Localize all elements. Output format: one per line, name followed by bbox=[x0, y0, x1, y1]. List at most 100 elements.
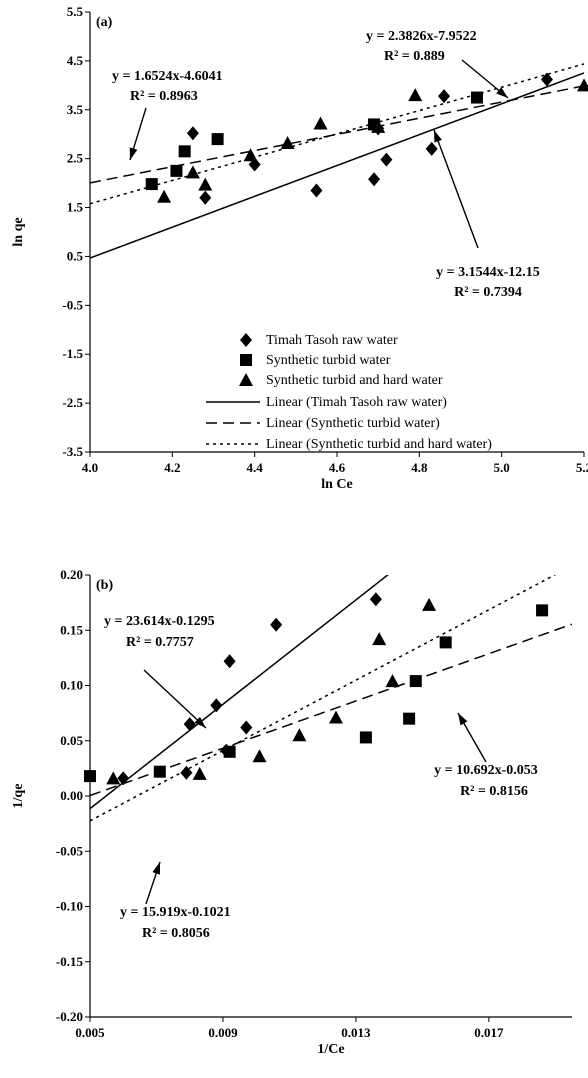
equation-label: y = 23.614x-0.1295 bbox=[104, 614, 215, 629]
annotation-arrow bbox=[143, 669, 207, 729]
data-point-triangle bbox=[280, 136, 295, 150]
data-point-square bbox=[223, 745, 236, 758]
annotation-arrow-head bbox=[152, 862, 160, 875]
equation-label: y = 2.3826x-7.9522 bbox=[366, 29, 477, 44]
trendline-dotted bbox=[90, 63, 584, 205]
data-point-triangle bbox=[408, 88, 423, 102]
r-squared-label: R² = 0.8056 bbox=[142, 926, 210, 941]
x-tick-label: 0.009 bbox=[208, 1025, 238, 1040]
data-point-diamond bbox=[240, 720, 253, 735]
data-point-triangle bbox=[313, 116, 328, 130]
y-tick-label: -0.5 bbox=[62, 297, 83, 312]
data-point-square bbox=[145, 178, 158, 191]
data-point-diamond bbox=[117, 771, 130, 786]
panel-a: 5.5 4.5 3.5 2.5 1.5 0.5 -0.5 -1.5 -2.5 -3.54.0 4.2… bbox=[11, 4, 588, 492]
y-tick-label: -0.10 bbox=[56, 899, 83, 914]
data-point-diamond bbox=[199, 190, 212, 205]
data-point-diamond bbox=[369, 592, 382, 607]
series-triangle bbox=[157, 78, 588, 203]
data-point-triangle bbox=[292, 728, 307, 742]
equation-label: y = 10.692x-0.053 bbox=[434, 763, 538, 778]
x-tick-label: 4.6 bbox=[329, 460, 346, 475]
y-axis-label: ln qe bbox=[11, 217, 26, 246]
data-point-square bbox=[84, 770, 96, 783]
legend-label: Linear (Synthetic turbid water) bbox=[266, 416, 440, 431]
panel-b: 0.20 0.15 0.10 0.05 0.00 -0.05 -0.10 -0.15 -0.20… bbox=[11, 567, 572, 1057]
data-point-triangle bbox=[252, 749, 267, 763]
y-axis-label: 1/qe bbox=[11, 784, 26, 809]
y-tick-label: 2.5 bbox=[67, 151, 84, 166]
trendlines bbox=[90, 63, 584, 259]
legend: Timah Tasoh raw water Synthetic turbid wa… bbox=[206, 333, 492, 452]
data-point-triangle bbox=[185, 165, 200, 179]
y-tick-label: 0.15 bbox=[60, 622, 83, 637]
data-point-triangle bbox=[198, 177, 213, 191]
trendline-dotted bbox=[90, 575, 557, 822]
y-tick-label: -0.05 bbox=[56, 843, 84, 858]
y-tick-label: -0.20 bbox=[56, 1009, 83, 1024]
y-tick-label: -2.5 bbox=[62, 395, 83, 410]
y-tick-label: 1.5 bbox=[67, 200, 84, 215]
y-tick-label: 3.5 bbox=[67, 102, 84, 117]
data-point-triangle bbox=[243, 148, 258, 162]
x-tick-label: 0.013 bbox=[341, 1025, 371, 1040]
x-tick-label: 4.2 bbox=[164, 460, 180, 475]
annotation-arrow-head bbox=[458, 713, 468, 726]
annotation-arrow-head bbox=[194, 716, 206, 728]
y-tick-label: -1.5 bbox=[62, 346, 83, 361]
r-squared-label: R² = 0.7394 bbox=[454, 285, 522, 300]
r-squared-label: R² = 0.7757 bbox=[126, 635, 194, 650]
r-squared-label: R² = 0.889 bbox=[384, 49, 445, 64]
y-tick-label: 4.5 bbox=[67, 53, 84, 68]
data-point-square bbox=[178, 145, 191, 158]
data-point-diamond bbox=[270, 617, 283, 632]
data-point-square bbox=[211, 133, 224, 146]
data-point-square bbox=[153, 765, 166, 778]
data-point-triangle bbox=[157, 189, 172, 203]
data-point-diamond bbox=[380, 152, 393, 167]
series-square bbox=[84, 604, 549, 783]
y-tick-label: 0.00 bbox=[60, 788, 83, 803]
equation-label: y = 15.919x-0.1021 bbox=[120, 905, 231, 920]
y-tick-label: 0.20 bbox=[60, 567, 83, 582]
data-point-diamond bbox=[425, 141, 438, 156]
y-tick-label: -3.5 bbox=[62, 444, 83, 459]
panel-label: (a) bbox=[96, 15, 113, 30]
series-triangle bbox=[106, 597, 437, 785]
x-tick-label: 4.8 bbox=[411, 460, 428, 475]
data-point-diamond bbox=[210, 698, 223, 713]
data-point-triangle bbox=[372, 632, 387, 646]
legend-label: Linear (Synthetic turbid and hard water) bbox=[266, 437, 492, 452]
data-point-square bbox=[409, 675, 422, 688]
annotation-arrow-head bbox=[496, 87, 508, 98]
r-squared-label: R² = 0.8156 bbox=[460, 784, 528, 799]
data-point-square bbox=[359, 731, 372, 744]
panel-label: (b) bbox=[96, 578, 113, 593]
data-point-triangle bbox=[577, 78, 588, 92]
x-tick-label: 0.005 bbox=[75, 1025, 105, 1040]
trendline-dashed bbox=[90, 623, 572, 797]
legend-label: Synthetic turbid water bbox=[266, 353, 391, 368]
legend-label: Synthetic turbid and hard water bbox=[266, 373, 443, 388]
y-tick-label: -0.15 bbox=[56, 954, 84, 969]
data-point-square bbox=[439, 636, 452, 649]
data-point-square bbox=[536, 604, 549, 617]
data-point-diamond bbox=[223, 654, 236, 669]
data-point-triangle bbox=[371, 119, 386, 133]
annotation-arrow-head bbox=[129, 147, 138, 160]
trendline-solid bbox=[90, 72, 584, 259]
x-tick-label: 0.017 bbox=[474, 1025, 504, 1040]
r-squared-label: R² = 0.8963 bbox=[130, 89, 198, 104]
data-point-square bbox=[403, 712, 416, 725]
trendline-solid bbox=[90, 575, 389, 810]
x-tick-label: 4.0 bbox=[82, 460, 98, 475]
data-point-diamond bbox=[438, 89, 451, 104]
data-point-diamond bbox=[368, 172, 381, 187]
annotation-arrow bbox=[433, 129, 479, 249]
trendlines bbox=[90, 575, 572, 822]
y-tick-label: 0.5 bbox=[67, 248, 84, 263]
data-point-square bbox=[170, 164, 183, 177]
annotation-arrow-head bbox=[434, 130, 442, 143]
legend-label: Timah Tasoh raw water bbox=[266, 333, 398, 348]
